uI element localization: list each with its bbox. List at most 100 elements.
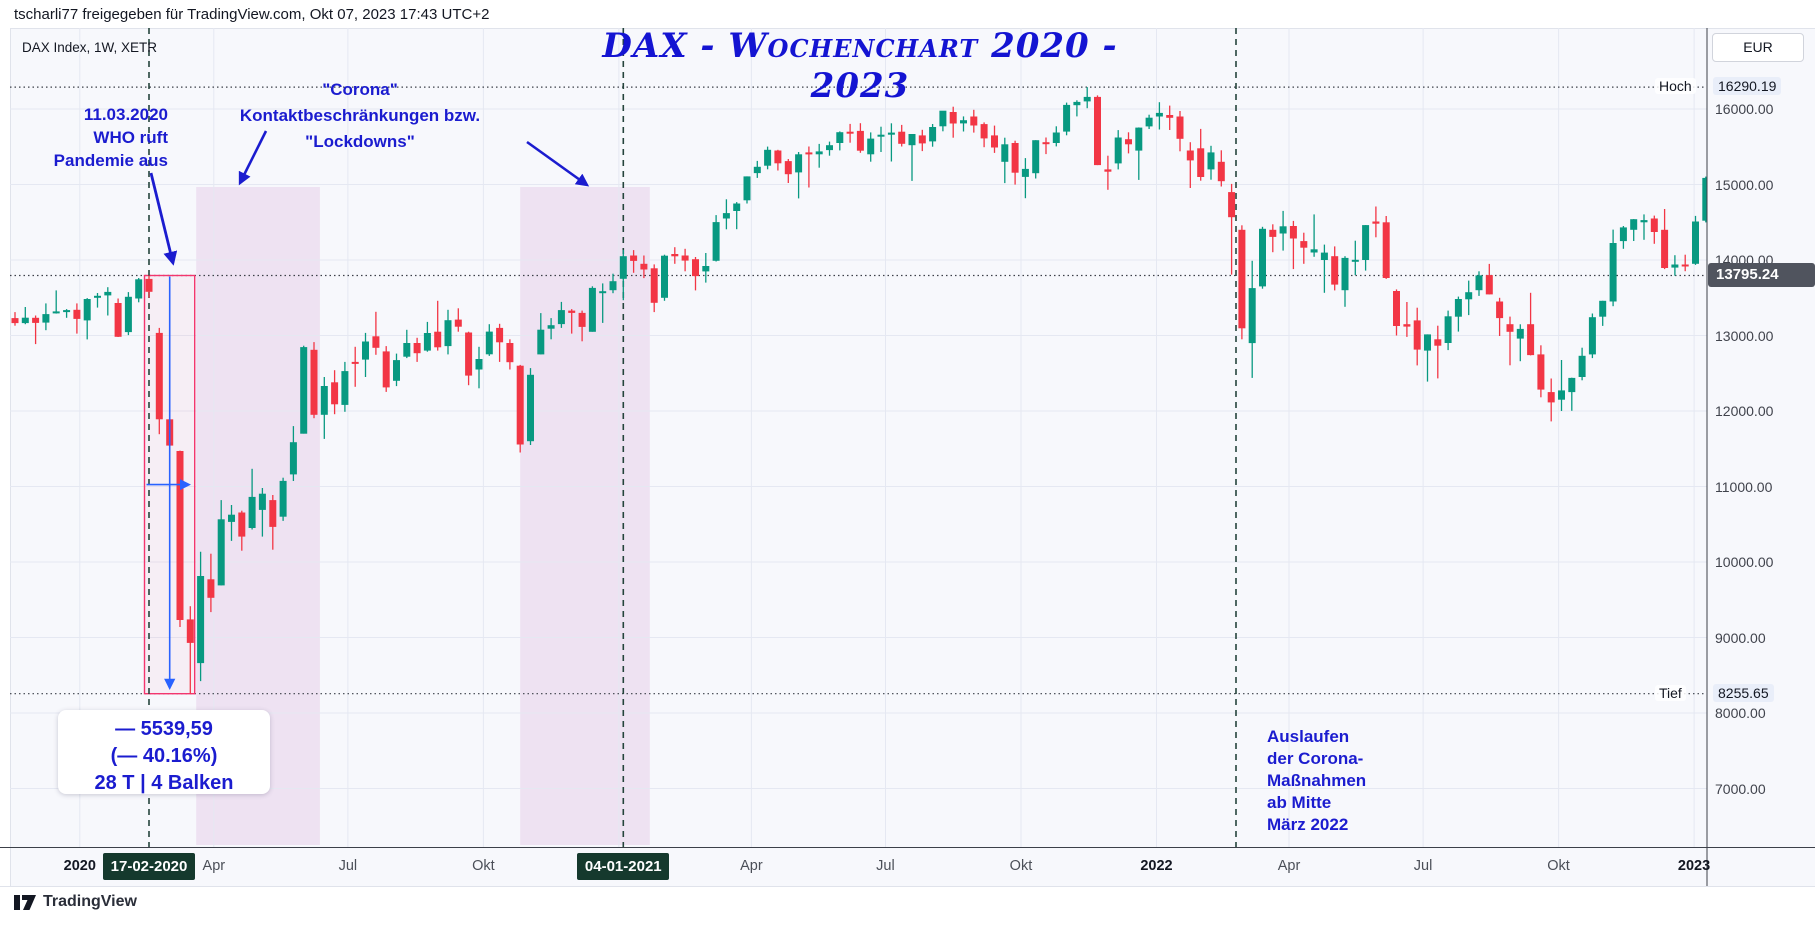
candle bbox=[496, 327, 504, 343]
candle bbox=[104, 291, 112, 296]
candle bbox=[898, 131, 906, 144]
candle bbox=[1155, 112, 1163, 117]
candle bbox=[1444, 316, 1452, 343]
corona-end-annotation[interactable]: Auslaufen der Corona- Maßnahmen ab Mitte Mär… bbox=[1267, 727, 1367, 834]
time-tick-label: 2020 bbox=[63, 858, 96, 874]
candle bbox=[1681, 264, 1689, 267]
candle bbox=[1259, 228, 1266, 287]
candle bbox=[197, 576, 205, 664]
candle bbox=[1176, 116, 1184, 139]
candle bbox=[1362, 225, 1370, 260]
price-tick-label: 15000.00 bbox=[1715, 176, 1774, 193]
candle bbox=[42, 314, 50, 323]
candle bbox=[1042, 142, 1050, 145]
candle bbox=[1516, 328, 1524, 339]
candle bbox=[485, 331, 493, 355]
candle bbox=[1300, 241, 1308, 248]
candle bbox=[547, 325, 555, 329]
candle bbox=[980, 124, 988, 139]
candle bbox=[568, 310, 576, 313]
candle bbox=[681, 255, 689, 261]
candle bbox=[537, 329, 545, 355]
candle bbox=[1269, 229, 1277, 237]
candle bbox=[671, 254, 679, 257]
time-tick-label: 2022 bbox=[1140, 858, 1173, 874]
candle bbox=[1454, 299, 1462, 317]
candle bbox=[795, 154, 803, 173]
candle bbox=[1104, 169, 1112, 172]
time-tick-label: Apr bbox=[740, 858, 763, 874]
candle bbox=[11, 318, 19, 324]
candle bbox=[949, 112, 957, 124]
candle bbox=[320, 386, 328, 415]
candle bbox=[619, 256, 627, 279]
who-annotation-arrow bbox=[149, 172, 178, 266]
candle bbox=[1671, 264, 1679, 268]
candle bbox=[1537, 354, 1545, 390]
candle bbox=[331, 382, 339, 405]
candle bbox=[1207, 152, 1215, 170]
candle bbox=[217, 519, 225, 586]
candle bbox=[506, 343, 514, 363]
candle bbox=[21, 317, 29, 324]
candle bbox=[52, 311, 60, 314]
who-pandemic-annotation[interactable]: 11.03.2020 WHO ruft Pandemie aus bbox=[53, 105, 168, 170]
candle bbox=[310, 349, 318, 415]
corona-lockdown-annotation[interactable]: "Corona" Kontaktbeschränkungen bzw. "Lockd… bbox=[239, 80, 481, 151]
candle bbox=[1609, 243, 1617, 302]
price-axis[interactable]: 16000.00 15000.00 14000.00 13000.00 12000.00… bbox=[1708, 28, 1815, 886]
last-price-tag: 13795.24 bbox=[1708, 263, 1815, 288]
candle bbox=[877, 134, 885, 137]
candle bbox=[764, 149, 772, 166]
price-tick-label: 7000.00 bbox=[1715, 780, 1766, 797]
candle bbox=[1403, 324, 1411, 327]
candle bbox=[1021, 168, 1029, 177]
candle bbox=[465, 332, 473, 376]
candle bbox=[1568, 377, 1576, 393]
candle bbox=[1661, 229, 1669, 268]
candle bbox=[805, 152, 813, 155]
candle bbox=[939, 110, 947, 127]
candle bbox=[228, 514, 235, 522]
candle bbox=[1341, 257, 1349, 291]
bottom-strip bbox=[0, 886, 1815, 936]
candle bbox=[1011, 143, 1019, 173]
candle bbox=[908, 134, 916, 146]
candle bbox=[1578, 355, 1586, 377]
currency-button[interactable]: EUR bbox=[1712, 33, 1804, 62]
candle bbox=[867, 138, 875, 155]
chart-pane-background bbox=[10, 28, 1815, 887]
time-tick-label: Okt bbox=[1547, 858, 1570, 874]
price-tick-label: 9000.00 bbox=[1715, 629, 1766, 646]
candle bbox=[712, 222, 720, 261]
candle bbox=[279, 480, 287, 517]
candle bbox=[1083, 96, 1091, 102]
candle bbox=[238, 512, 246, 537]
candle bbox=[1032, 140, 1040, 174]
candle bbox=[1692, 221, 1699, 264]
candle bbox=[269, 500, 277, 527]
price-range-measurement-label[interactable]: — 5539,59 (— 40.16%) 28 T | 4 Balken bbox=[58, 710, 270, 794]
time-axis[interactable]: 2020 Apr Jul Okt Apr Jul Okt 2022 Apr Jul Okt 2023 1… bbox=[0, 847, 1815, 887]
candle bbox=[1125, 139, 1132, 145]
time-tick-label: Okt bbox=[472, 858, 495, 874]
candle bbox=[94, 295, 101, 298]
time-tick-label: Apr bbox=[202, 858, 226, 874]
candle bbox=[372, 336, 380, 348]
hoch-marker-label: Hoch bbox=[1655, 78, 1696, 95]
candle bbox=[1217, 161, 1225, 182]
candle bbox=[135, 279, 143, 299]
time-tick-label: Jul bbox=[338, 858, 358, 874]
candle bbox=[826, 145, 833, 151]
candle bbox=[475, 359, 483, 370]
candle bbox=[815, 151, 823, 155]
price-tick-label: 16000.00 bbox=[1715, 101, 1774, 117]
watermark-text: TradingView bbox=[43, 893, 137, 910]
event-date-box: 17-02-2020 bbox=[103, 853, 196, 880]
tradingview-logo-icon bbox=[14, 895, 36, 910]
symbol-legend[interactable]: DAX Index, 1W, XETR bbox=[22, 40, 158, 55]
corona-annotation-arrow-right bbox=[526, 140, 590, 187]
candle bbox=[289, 442, 297, 475]
candle bbox=[1166, 115, 1174, 118]
